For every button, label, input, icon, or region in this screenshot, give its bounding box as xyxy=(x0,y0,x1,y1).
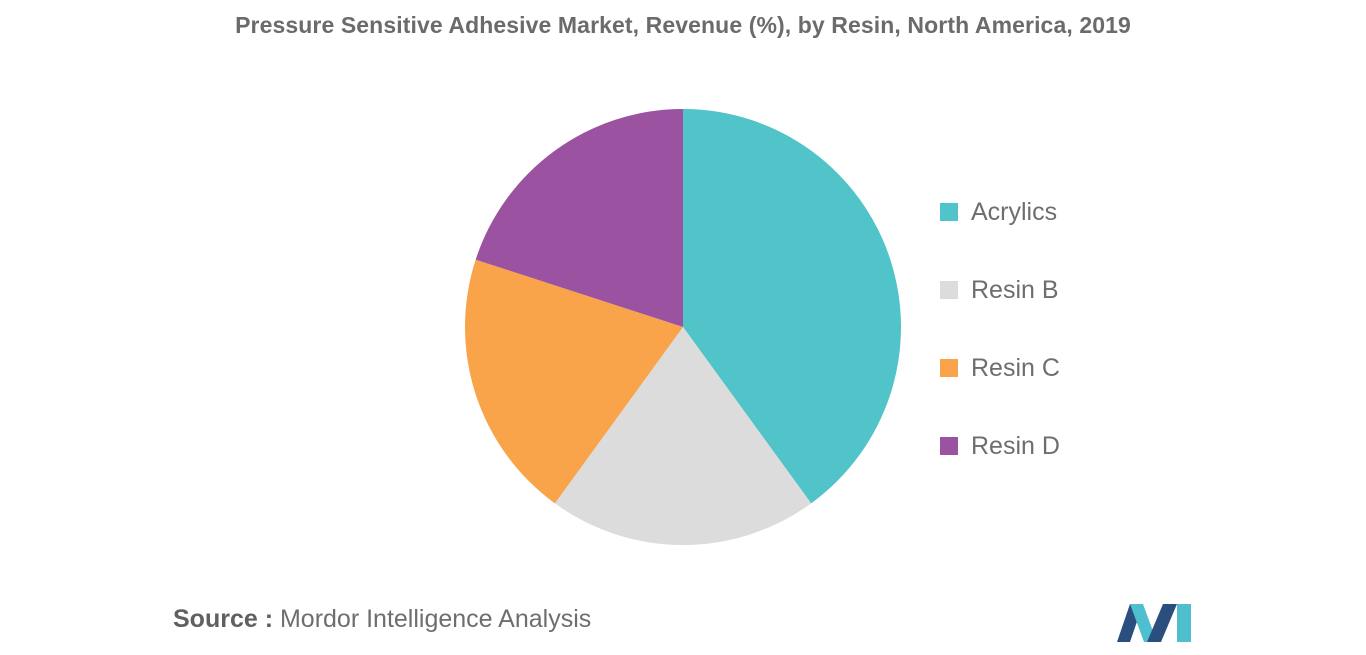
legend-swatch xyxy=(940,437,958,455)
legend-swatch xyxy=(940,359,958,377)
mordor-intelligence-logo-icon xyxy=(1117,604,1191,642)
source-note: Source : Mordor Intelligence Analysis xyxy=(173,605,591,634)
legend-label: Resin B xyxy=(971,275,1059,304)
pie-slice-resin-d xyxy=(475,109,683,327)
source-text: Mordor Intelligence Analysis xyxy=(273,605,592,633)
legend-item: Resin B xyxy=(940,268,1060,312)
legend-item: Resin D xyxy=(940,424,1060,468)
legend-item: Resin C xyxy=(940,346,1060,390)
legend-swatch xyxy=(940,203,958,221)
source-prefix: Source : xyxy=(173,605,274,633)
legend-label: Acrylics xyxy=(971,197,1058,226)
legend-swatch xyxy=(940,281,958,299)
chart-legend: Acrylics Resin B Resin C Resin D xyxy=(940,190,1060,502)
chart-title: Pressure Sensitive Adhesive Market, Reve… xyxy=(235,12,1131,38)
legend-label: Resin C xyxy=(971,353,1060,382)
pie-slice-resin-b xyxy=(554,327,812,546)
pie-slice-resin-c xyxy=(464,259,683,504)
pie-slice-acrylics xyxy=(683,109,901,504)
legend-item: Acrylics xyxy=(940,190,1060,234)
legend-label: Resin D xyxy=(971,431,1060,460)
